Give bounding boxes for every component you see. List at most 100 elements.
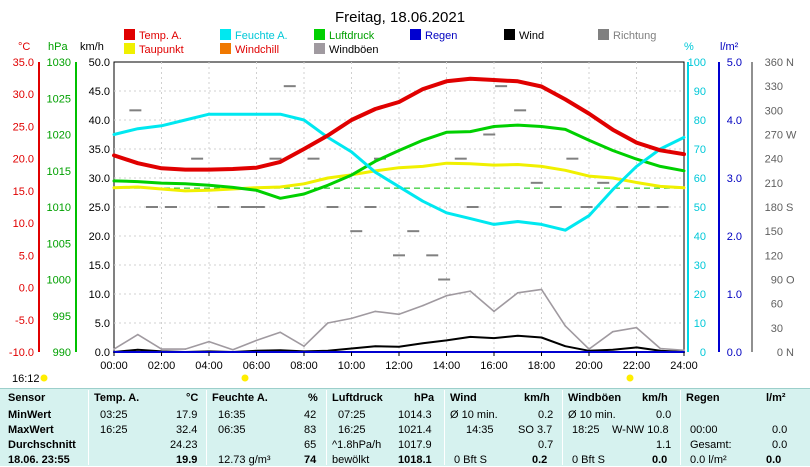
statistics-table <box>0 388 810 466</box>
wind-direction-marks <box>129 85 669 281</box>
humidity-tick-label: 80 <box>694 115 706 127</box>
pressure-unit: hPa <box>48 41 68 53</box>
point-temp-a <box>208 168 210 171</box>
point-luftdruck <box>659 165 662 168</box>
point-taupunkt <box>137 186 139 188</box>
legend-label: Windchill <box>235 44 279 56</box>
wind-tick-label: 15.0 <box>89 260 110 272</box>
min-temp-time: 03:25 <box>100 409 128 421</box>
temp-tick-label: 15.0 <box>13 186 34 198</box>
point-luftdruck <box>564 128 567 131</box>
point-taupunkt <box>493 164 495 166</box>
row-min-label: MinWert <box>8 409 52 421</box>
pressure-tick-label: 1000 <box>47 275 71 287</box>
min-hum-val: 42 <box>304 409 317 421</box>
point-wind <box>398 346 400 348</box>
avg-hum-val: 65 <box>304 439 317 451</box>
pressure-tick-label: 1030 <box>47 57 71 69</box>
wind-unit: km/h <box>80 41 104 53</box>
chart-title: Freitag, 18.06.2021 <box>335 9 465 26</box>
min-press-time: 07:25 <box>338 409 366 421</box>
point-luftdruck <box>422 139 424 142</box>
max-hum-val: 83 <box>304 424 317 436</box>
x-tick-label: 18:00 <box>528 360 556 372</box>
point-temp-a <box>137 162 139 164</box>
point-feuchte-a <box>469 217 472 220</box>
humidity-tick-label: 90 <box>694 86 706 98</box>
rain-tick-label: 5.0 <box>727 57 742 69</box>
point-windb-en <box>137 333 139 336</box>
point-taupunkt <box>303 183 305 185</box>
point-wind <box>635 346 638 349</box>
min-temp-val: 17.9 <box>176 409 198 421</box>
max-wind-time: 14:35 <box>466 424 494 436</box>
point-windb-en <box>469 290 472 292</box>
humidity-tick-label: 20 <box>694 289 706 301</box>
avg-press-trend: ^1.8hPa/h <box>332 439 382 451</box>
cur-press-extra: bewölkt <box>332 454 370 466</box>
point-luftdruck <box>160 182 163 184</box>
direction-tick-label: 330 <box>765 81 783 93</box>
point-wind <box>445 339 448 342</box>
point-feuchte-a <box>160 125 163 127</box>
hdr-temp-unit: °C <box>186 392 199 404</box>
grid <box>114 62 684 352</box>
max-gust-dir: W-NW 10.8 <box>612 424 669 436</box>
axis-unit-headers: °C hPa km/h% l/m² <box>18 41 739 53</box>
cur-hum-val: 74 <box>304 454 317 466</box>
direction-tick-label: 0 <box>777 347 783 359</box>
cur-gust-extra: 0 Bft S <box>572 454 606 466</box>
point-windb-en <box>517 292 519 294</box>
point-temp-a <box>160 167 163 170</box>
legend-label: Regen <box>425 30 457 42</box>
legend-label: Luftdruck <box>329 30 375 42</box>
point-feuchte-a <box>445 212 448 214</box>
point-temp-a <box>469 78 472 80</box>
direction-tick-label: 360 <box>765 57 783 69</box>
x-tick-label: 12:00 <box>385 360 413 372</box>
legend-label: Feuchte A. <box>235 30 288 42</box>
point-temp-a <box>635 141 638 144</box>
point-feuchte-a <box>517 220 519 223</box>
point-wind <box>517 335 519 337</box>
point-taupunkt <box>255 186 258 189</box>
humidity-tick-label: 50 <box>694 202 706 214</box>
wind-tick-label: 10.0 <box>89 289 110 301</box>
point-temp-a <box>540 85 543 88</box>
pressure-tick-label: 1020 <box>47 130 71 142</box>
point-temp-a <box>327 134 329 137</box>
min-press-val: 1014.3 <box>398 409 432 421</box>
pressure-tick-label: 1025 <box>47 93 71 105</box>
point-windb-en <box>398 313 400 316</box>
point-windb-en <box>683 349 685 352</box>
cur-wind-val: 0.2 <box>532 454 548 466</box>
hdr-gust-unit: km/h <box>642 392 668 404</box>
point-taupunkt <box>564 169 567 172</box>
point-windb-en <box>612 330 614 333</box>
wind-tick-label: 0.0 <box>95 347 110 359</box>
direction-tick-label: 120 <box>765 250 783 262</box>
wind-tick-label: 5.0 <box>95 318 110 330</box>
pressure-tick-label: 1010 <box>47 202 71 214</box>
legend-swatch <box>124 29 135 40</box>
temp-tick-label: -10.0 <box>9 347 34 359</box>
point-luftdruck <box>137 180 139 183</box>
max-wind-dir: SO 3.7 <box>518 424 553 436</box>
point-luftdruck <box>350 174 353 176</box>
legend-label: Taupunkt <box>139 44 184 56</box>
point-temp-a <box>612 128 614 131</box>
point-windb-en <box>374 310 377 313</box>
point-windb-en <box>279 331 282 334</box>
point-windb-en <box>540 288 543 291</box>
point-temp-a <box>279 161 282 163</box>
x-tick-label: 06:00 <box>243 360 271 372</box>
point-luftdruck <box>113 180 115 182</box>
point-luftdruck <box>374 160 377 163</box>
humidity-tick-label: 10 <box>694 318 706 330</box>
legend-label: Windböen <box>329 44 379 56</box>
point-windb-en <box>422 304 424 307</box>
pressure-tick-label: 1015 <box>47 166 71 178</box>
point-taupunkt <box>160 188 163 190</box>
axes-layer: 35.0 30.0 25.0 20.0 15.0 10.0 5.0 0.0 -5.0 -10.0 1… <box>9 57 797 372</box>
direction-tick-label: 210 <box>765 178 783 190</box>
